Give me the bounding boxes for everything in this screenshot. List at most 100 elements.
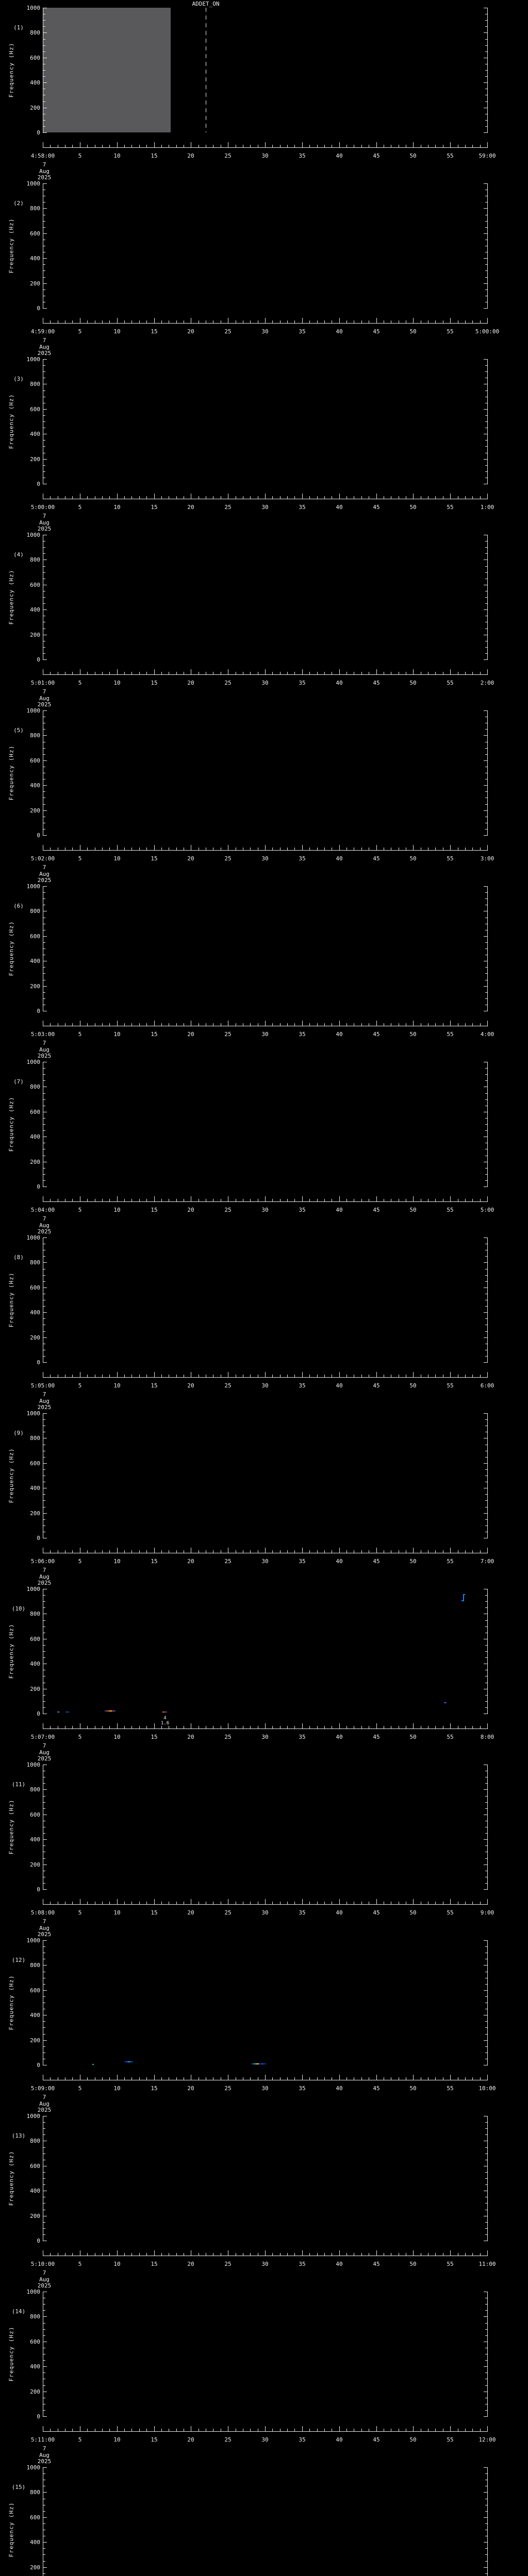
y-tick (485, 1494, 487, 1495)
date-month: Aug (39, 519, 50, 526)
y-tick-label: 1000 (26, 180, 41, 187)
x-tick (487, 1021, 488, 1026)
date-year: 2025 (37, 2282, 52, 2289)
x-tick-label: 30 (261, 1207, 269, 1213)
x-tick (309, 1726, 310, 1728)
x-tick (109, 1375, 110, 1377)
y-tick (485, 1783, 487, 1784)
x-tick-label: 30 (261, 152, 269, 159)
x-tick (376, 1723, 377, 1728)
x-tick (250, 2077, 251, 2080)
y-tick (43, 1984, 45, 1985)
x-tick (272, 848, 273, 850)
x-tick-label: 5 (78, 504, 82, 511)
y-tick (43, 1607, 45, 1608)
x-tick (435, 672, 436, 674)
y-tick (485, 998, 487, 999)
x-tick (472, 496, 473, 499)
x-tick (324, 1375, 325, 1377)
x-tick (265, 2075, 266, 2080)
y-tick-label: 1000 (26, 356, 41, 363)
y-tick (484, 936, 487, 937)
x-tick (376, 2075, 377, 2080)
y-tick (485, 566, 487, 567)
x-tick (176, 2077, 177, 2080)
x-tick-label: 20 (187, 855, 194, 862)
x-tick-label: 20 (187, 2261, 194, 2267)
x-tick (265, 1021, 266, 1026)
x-tick (346, 496, 347, 499)
y-tick (43, 729, 45, 730)
x-tick-label: 30 (261, 680, 269, 686)
x-tick (435, 1375, 436, 1377)
detection-mark (125, 2061, 133, 2062)
x-tick (309, 1199, 310, 1201)
x-tick (413, 2075, 414, 2080)
y-tick (43, 785, 47, 786)
x-tick (154, 142, 155, 147)
x-tick (272, 1199, 273, 1201)
x-tick (272, 2429, 273, 2431)
x-tick (302, 1723, 303, 1728)
x-tick (117, 1196, 118, 1201)
y-tick (43, 1519, 45, 1520)
x-tick (146, 2429, 147, 2431)
x-tick-label: 15 (151, 152, 158, 159)
y-tick (484, 132, 487, 133)
y-tick (485, 1984, 487, 1985)
y-tick (43, 2040, 47, 2041)
x-tick-label: 55 (447, 1031, 454, 1038)
x-tick (294, 848, 295, 850)
y-tick (43, 39, 45, 40)
y-tick (485, 942, 487, 943)
x-tick-label: 10 (113, 1909, 121, 1916)
end-time-label: 4:00 (480, 1031, 494, 1038)
x-tick-label: 25 (224, 1031, 232, 1038)
x-tick (102, 2429, 103, 2431)
x-tick (465, 1375, 466, 1377)
y-tick (485, 754, 487, 755)
start-time-label: 4:58:00 (30, 152, 55, 159)
x-tick (146, 672, 147, 674)
x-tick-label: 40 (336, 328, 343, 335)
x-tick (250, 496, 251, 499)
x-tick (487, 318, 488, 323)
frequency-axis-title: Frequency (Hz) (8, 1448, 15, 1503)
x-tick-label: 55 (447, 2436, 454, 2443)
x-tick (317, 848, 318, 850)
x-tick (346, 145, 347, 147)
y-tick (43, 465, 45, 466)
x-tick (317, 2253, 318, 2256)
x-tick (361, 320, 362, 323)
x-tick-label: 20 (187, 680, 194, 686)
y-tick (43, 1469, 45, 1470)
x-tick (146, 1726, 147, 1728)
x-tick (317, 2077, 318, 2080)
x-tick (346, 2077, 347, 2080)
x-tick (294, 1375, 295, 1377)
x-tick (161, 2253, 162, 2256)
panel-10: (10) Frequency (Hz) 0 200 400 600 800 1000 5:07:… (0, 1581, 528, 1761)
x-tick-label: 50 (409, 1031, 417, 1038)
y-tick-label: 600 (30, 1460, 40, 1467)
x-tick-label: 5 (78, 1734, 82, 1740)
x-tick (339, 669, 340, 674)
x-tick (487, 1372, 488, 1377)
x-tick (124, 496, 125, 499)
y-tick-label: 1000 (26, 1586, 41, 1592)
frequency-axis-title: Frequency (Hz) (8, 1096, 15, 1152)
y-tick (43, 1595, 45, 1596)
x-tick (272, 1375, 273, 1377)
y-tick (43, 183, 47, 184)
y-tick (485, 1074, 487, 1075)
x-tick (265, 142, 266, 147)
x-tick (487, 1548, 488, 1553)
x-tick (435, 848, 436, 850)
date-month: Aug (39, 2100, 50, 2107)
frequency-axis-title: Frequency (Hz) (8, 218, 15, 274)
x-tick (72, 145, 73, 147)
x-tick (324, 2429, 325, 2431)
y-tick (484, 1337, 487, 1338)
y-tick (485, 1124, 487, 1125)
x-tick (72, 672, 73, 674)
